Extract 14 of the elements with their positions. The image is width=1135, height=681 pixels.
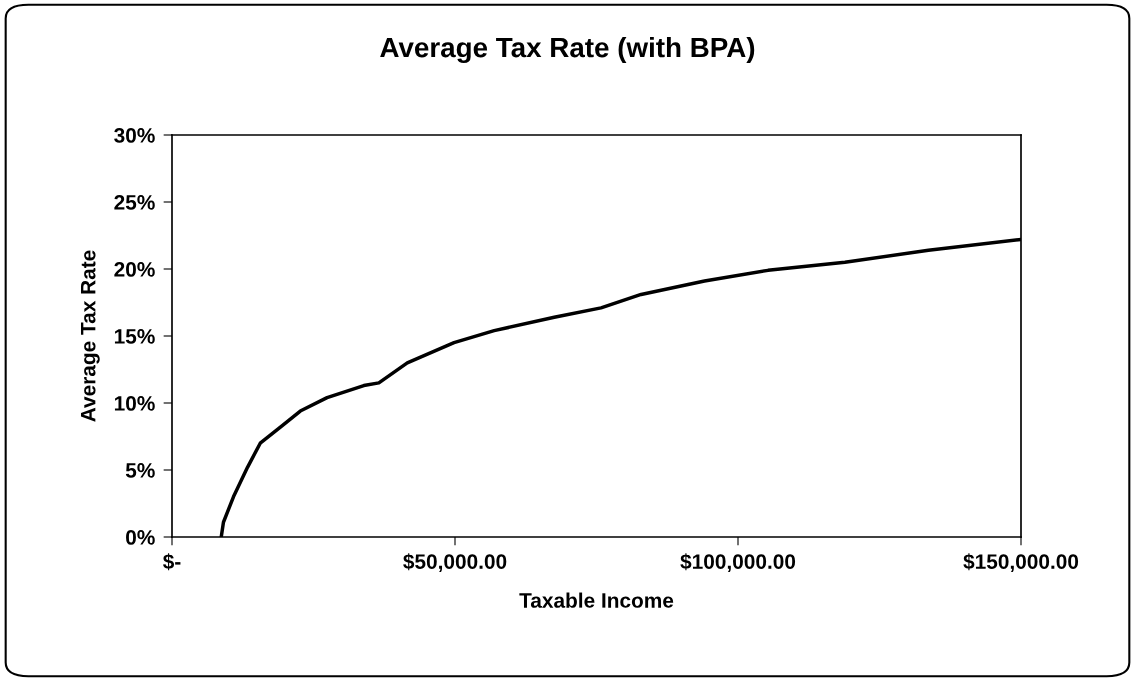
y-tick-label: 15% bbox=[114, 329, 155, 344]
y-tick-label: 10% bbox=[114, 396, 155, 411]
x-tick-label: $100,000.00 bbox=[680, 553, 796, 572]
y-tick-label: 20% bbox=[114, 262, 155, 277]
x-tick-label: $150,000.00 bbox=[963, 553, 1079, 572]
y-tick-label: 25% bbox=[114, 195, 155, 210]
y-tick-label: 5% bbox=[125, 463, 155, 478]
x-tick-label: $50,000.00 bbox=[403, 553, 507, 572]
y-tick-label: 0% bbox=[126, 530, 155, 545]
chart-title: Average Tax Rate (with BPA) bbox=[380, 36, 755, 64]
y-axis-title: Average Tax Rate bbox=[81, 250, 100, 422]
y-tick-label: 30% bbox=[114, 128, 155, 143]
x-axis-title: Taxable Income bbox=[519, 592, 674, 608]
x-tick-label: $- bbox=[163, 553, 181, 571]
